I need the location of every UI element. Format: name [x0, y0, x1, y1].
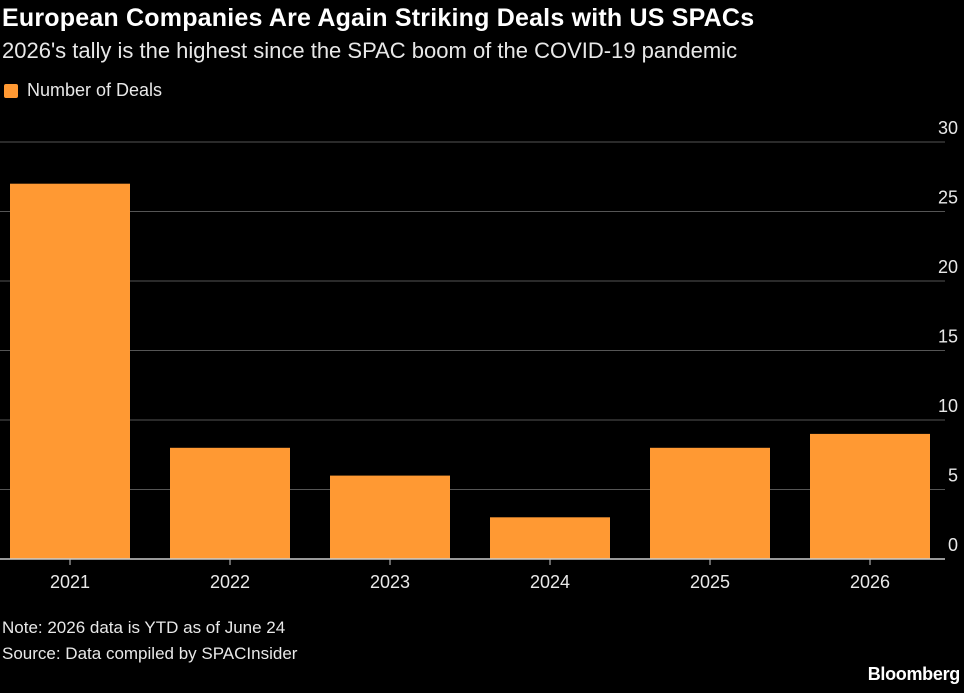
chart-note: Note: 2026 data is YTD as of June 24	[2, 618, 286, 637]
x-tick-label: 2023	[370, 572, 410, 592]
y-tick-label: 10	[938, 396, 958, 416]
y-tick-label: 15	[938, 327, 958, 347]
y-tick-label: 5	[948, 466, 958, 486]
bar-2024	[490, 517, 610, 559]
bar-2021	[10, 183, 130, 559]
x-tick-label: 2021	[50, 572, 90, 592]
y-tick-label: 0	[948, 535, 958, 555]
bloomberg-logo: Bloomberg	[867, 664, 961, 684]
x-tick-label: 2025	[690, 572, 730, 592]
x-tick-label: 2026	[850, 572, 890, 592]
x-tick-label: 2024	[530, 572, 570, 592]
chart-source: Source: Data compiled by SPACInsider	[2, 644, 298, 663]
bar-2026	[810, 433, 930, 559]
y-tick-label: 25	[938, 188, 958, 208]
chart-title: European Companies Are Again Striking De…	[2, 4, 755, 32]
legend: Number of Deals	[4, 80, 162, 101]
chart-subtitle: 2026's tally is the highest since the SP…	[2, 38, 738, 63]
bar-2023	[330, 475, 450, 559]
y-tick-label: 30	[938, 118, 958, 138]
x-tick-label: 2022	[210, 572, 250, 592]
y-tick-label: 20	[938, 257, 958, 277]
bar-2025	[650, 447, 770, 559]
legend-swatch	[4, 83, 18, 98]
bar-2022	[170, 447, 290, 559]
legend-label: Number of Deals	[27, 80, 163, 100]
